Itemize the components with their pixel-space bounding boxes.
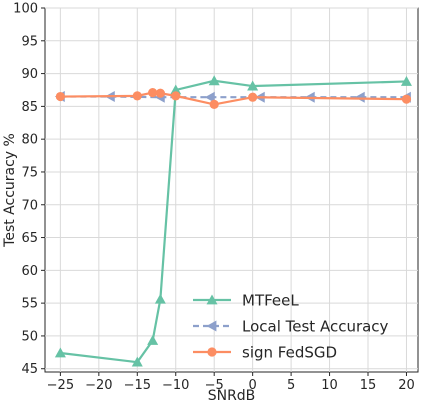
x-tick-label: 15 — [360, 378, 377, 393]
y-tick-label: 55 — [21, 297, 38, 312]
data-point — [131, 356, 143, 367]
y-tick-label: 100 — [13, 2, 38, 17]
legend: MTFeeL Local Test Accuracy sign FedSGD — [193, 292, 389, 362]
legend-marker — [206, 320, 217, 332]
grid-lines — [45, 7, 418, 372]
data-point — [55, 91, 65, 102]
x-tick-label: −5 — [205, 378, 224, 393]
y-axis-label: Test Accuracy % — [2, 133, 18, 248]
y-tick-label: 70 — [21, 198, 38, 213]
data-point — [247, 80, 259, 91]
series-mtfeel — [54, 75, 412, 367]
x-tick-label: 10 — [321, 378, 338, 393]
y-tick-label: 90 — [21, 67, 38, 82]
legend-label: MTFeeL — [242, 292, 299, 310]
series-layer — [54, 75, 412, 367]
y-tick-label: 50 — [21, 329, 38, 344]
series-sign-fedsgd — [55, 88, 412, 110]
x-tick-label: 5 — [287, 378, 295, 393]
y-tick-label: 65 — [21, 231, 38, 246]
series-line — [60, 79, 407, 364]
y-tick-label: 95 — [21, 34, 38, 49]
data-point — [209, 99, 219, 110]
legend-marker — [206, 294, 218, 305]
y-tick-label: 60 — [21, 264, 38, 279]
data-point — [154, 293, 166, 304]
data-point — [132, 91, 142, 101]
x-axis-ticks: −25 −20 −15 −10 −5 0 5 10 15 20 — [47, 372, 415, 393]
y-tick-label: 75 — [21, 165, 38, 180]
data-point — [208, 75, 220, 86]
x-tick-label: 0 — [249, 378, 257, 393]
x-axis-label: SNRdB — [208, 388, 256, 404]
y-tick-label: 80 — [21, 133, 38, 148]
data-point — [354, 91, 365, 103]
data-point — [54, 347, 66, 358]
x-tick-label: −25 — [47, 378, 74, 393]
legend-label: sign FedSGD — [242, 344, 337, 362]
data-point — [248, 92, 258, 102]
x-tick-label: −10 — [162, 378, 189, 393]
x-tick-label: 20 — [398, 378, 415, 393]
x-tick-label: −20 — [85, 378, 112, 393]
x-tick-label: −15 — [124, 378, 151, 393]
plot-area-background — [44, 7, 419, 373]
legend-entry: MTFeeL — [193, 292, 299, 310]
data-point — [170, 84, 182, 95]
y-axis-ticks: 45 50 55 60 65 70 75 80 85 90 95 100 — [13, 2, 45, 377]
legend-entry: Local Test Accuracy — [193, 318, 389, 336]
legend-marker — [207, 347, 217, 357]
data-point — [155, 88, 165, 98]
data-point — [204, 91, 215, 103]
data-point — [400, 75, 412, 86]
y-tick-label: 85 — [21, 100, 38, 115]
data-point — [147, 335, 159, 345]
series-line — [60, 95, 407, 99]
data-point — [171, 91, 181, 101]
legend-label: Local Test Accuracy — [242, 318, 389, 336]
legend-entry: sign FedSGD — [193, 344, 337, 362]
data-point — [401, 94, 412, 104]
data-point — [148, 88, 158, 98]
y-tick-label: 45 — [21, 362, 38, 377]
